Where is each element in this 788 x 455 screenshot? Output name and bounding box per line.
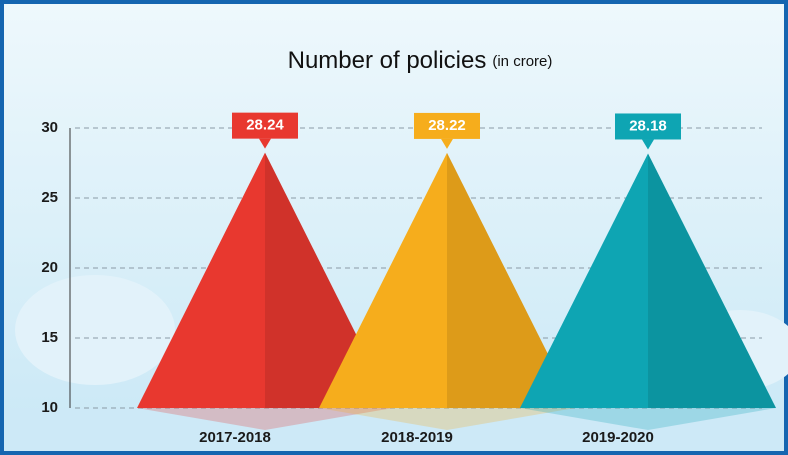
y-tick-label: 15 (41, 329, 58, 346)
cloud (15, 275, 175, 385)
pyramid (137, 152, 393, 408)
value-label-box (232, 112, 298, 139)
value-label: 28.18 (629, 117, 667, 134)
pyramid (520, 153, 776, 408)
value-label-box (414, 112, 480, 139)
y-tick-label: 30 (41, 119, 58, 136)
pyramid-shade (447, 152, 575, 408)
value-label-pointer (441, 138, 453, 149)
value-label-pointer (259, 138, 271, 149)
y-tick-label: 10 (41, 399, 58, 416)
title: Number of policies (288, 47, 487, 74)
x-tick-label: 2019-2020 (582, 429, 654, 446)
x-tick-label: 2017-2018 (199, 429, 271, 446)
pyramid-reflection (137, 408, 393, 430)
chart-title: Number of policies (in crore) (288, 47, 553, 74)
x-tick-label: 2018-2019 (381, 429, 453, 446)
pyramid-reflection (319, 408, 575, 430)
value-label-box (615, 113, 681, 140)
ground (4, 408, 784, 451)
subtitle: (in crore) (492, 53, 552, 70)
pyramid (319, 152, 575, 408)
y-tick-label: 20 (41, 259, 58, 276)
y-tick-label: 25 (41, 189, 58, 206)
pyramid-reflection (520, 408, 776, 430)
pyramid-shade (648, 153, 776, 408)
value-label: 28.24 (246, 117, 284, 134)
value-label-pointer (642, 139, 654, 150)
value-label: 28.22 (428, 117, 466, 134)
